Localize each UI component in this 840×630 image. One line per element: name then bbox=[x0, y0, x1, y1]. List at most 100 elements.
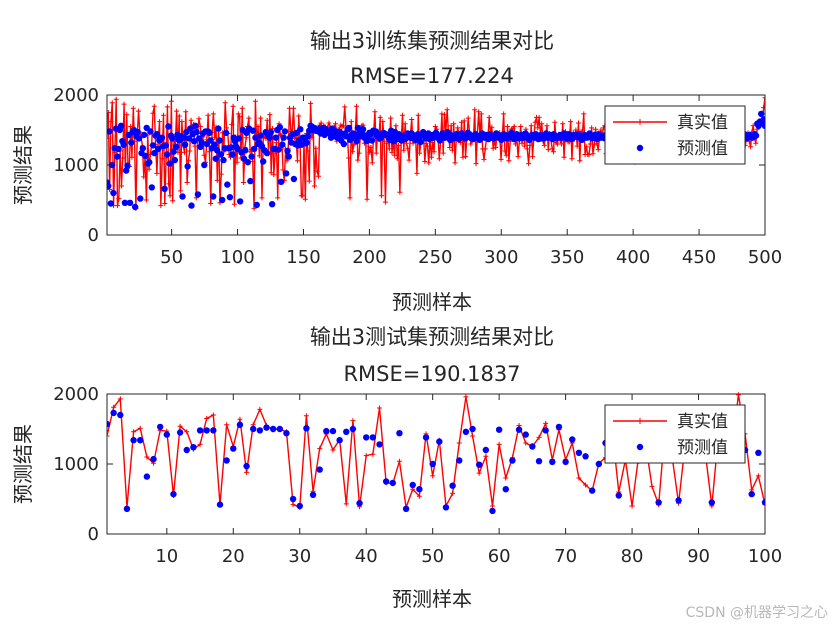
test-actual-point bbox=[629, 503, 635, 509]
train-actual-point bbox=[183, 109, 189, 115]
train-actual-point bbox=[451, 121, 457, 127]
train-actual-point bbox=[167, 193, 173, 199]
train-xtick-label: 500 bbox=[748, 247, 782, 268]
train-predicted-point bbox=[149, 142, 157, 149]
test-predicted-point bbox=[555, 423, 563, 431]
test-actual-point bbox=[237, 416, 243, 422]
train-actual-point bbox=[305, 148, 311, 154]
train-actual-point bbox=[208, 201, 214, 206]
train-actual-point bbox=[218, 171, 224, 177]
train-actual-point bbox=[762, 95, 765, 101]
train-predicted-point bbox=[297, 126, 304, 133]
train-actual-point bbox=[519, 140, 525, 146]
train-predicted-point bbox=[210, 193, 217, 200]
train-actual-point bbox=[590, 151, 596, 157]
test-actual-point bbox=[117, 396, 123, 402]
train-actual-point bbox=[312, 183, 318, 189]
test-predicted-point bbox=[343, 428, 350, 435]
train-actual-point bbox=[214, 177, 220, 183]
train-predicted-point bbox=[180, 134, 188, 141]
train-predicted-point bbox=[137, 195, 144, 202]
train-actual-point bbox=[235, 111, 241, 117]
train-actual-point bbox=[170, 198, 176, 204]
train-actual-point bbox=[440, 150, 446, 156]
train-xtick-label: 50 bbox=[160, 247, 183, 268]
train-actual-point bbox=[306, 178, 312, 184]
train-actual-point bbox=[561, 154, 567, 160]
train-actual-point bbox=[468, 141, 474, 147]
train-xtick-label: 300 bbox=[484, 247, 518, 268]
train-predicted-point bbox=[275, 146, 282, 153]
test-predicted-point bbox=[502, 486, 509, 493]
test-actual-point bbox=[489, 503, 495, 509]
train-predicted-point bbox=[115, 145, 122, 153]
train-actual-point bbox=[541, 142, 547, 148]
train-predicted-point bbox=[201, 161, 208, 169]
train-actual-point bbox=[489, 124, 495, 130]
train-actual-point bbox=[528, 123, 534, 129]
train-actual-point bbox=[459, 119, 465, 125]
test-predicted-point bbox=[522, 431, 529, 438]
train-actual-point bbox=[308, 100, 314, 106]
train-actual-point bbox=[505, 124, 511, 129]
train-actual-point bbox=[118, 183, 124, 189]
train-actual-point bbox=[129, 154, 135, 160]
train-actual-point bbox=[448, 123, 454, 129]
train-actual-point bbox=[268, 170, 274, 176]
test-predicted-point bbox=[429, 460, 436, 468]
test-actual-point bbox=[210, 412, 216, 418]
train-actual-point bbox=[128, 124, 134, 129]
train-actual-point bbox=[159, 156, 165, 162]
train-predicted-point bbox=[340, 140, 348, 148]
train-actual-point bbox=[187, 148, 193, 154]
test-predicted-point bbox=[748, 490, 755, 498]
train-actual-point bbox=[396, 142, 402, 148]
train-ytick-label: 2000 bbox=[53, 85, 99, 106]
train-actual-point bbox=[493, 145, 499, 150]
train-actual-point bbox=[230, 103, 236, 109]
train-predicted-point bbox=[198, 139, 205, 146]
train-actual-point bbox=[586, 152, 592, 157]
train-actual-point bbox=[577, 158, 583, 164]
train-actual-point bbox=[558, 141, 564, 147]
train-actual-point bbox=[185, 158, 191, 164]
train-predicted-point bbox=[354, 124, 362, 132]
train-actual-point bbox=[750, 123, 756, 129]
test-actual-line bbox=[107, 394, 765, 509]
test-predicted-point bbox=[243, 462, 250, 470]
train-actual-point bbox=[426, 160, 432, 166]
test-predicted-point bbox=[569, 436, 576, 443]
train-predicted-point bbox=[347, 136, 354, 143]
train-predicted-point bbox=[279, 141, 286, 148]
train-actual-point bbox=[201, 152, 207, 158]
train-actual-point bbox=[423, 140, 429, 146]
train-actual-point bbox=[424, 143, 430, 149]
train-predicted-point bbox=[235, 135, 243, 142]
train-actual-point bbox=[264, 117, 270, 123]
test-actual-point bbox=[111, 404, 117, 410]
train-actual-point bbox=[188, 117, 194, 123]
train-actual-point bbox=[527, 142, 533, 148]
train-predicted-point bbox=[417, 138, 424, 146]
train-predicted-point bbox=[236, 198, 244, 205]
train-actual-point bbox=[551, 149, 557, 155]
train-predicted-point bbox=[280, 134, 287, 141]
test-actual-point bbox=[343, 501, 349, 507]
train-actual-point bbox=[417, 150, 423, 156]
train-predicted-point bbox=[184, 163, 191, 170]
train-predicted-point bbox=[303, 139, 310, 146]
train-actual-point bbox=[581, 111, 587, 117]
train-actual-point bbox=[243, 135, 249, 141]
train-actual-point bbox=[241, 180, 247, 185]
train-legend-predicted-label: 预测值 bbox=[677, 139, 728, 159]
test-actual-point bbox=[177, 423, 183, 429]
train-actual-point bbox=[315, 173, 321, 179]
train-actual-point bbox=[333, 121, 339, 127]
test-predicted-point bbox=[389, 479, 396, 487]
train-actual-point bbox=[573, 127, 579, 133]
train-actual-point bbox=[296, 113, 302, 119]
train-actual-point bbox=[151, 103, 157, 109]
test-actual-point bbox=[483, 453, 489, 459]
train-actual-point bbox=[455, 125, 461, 131]
